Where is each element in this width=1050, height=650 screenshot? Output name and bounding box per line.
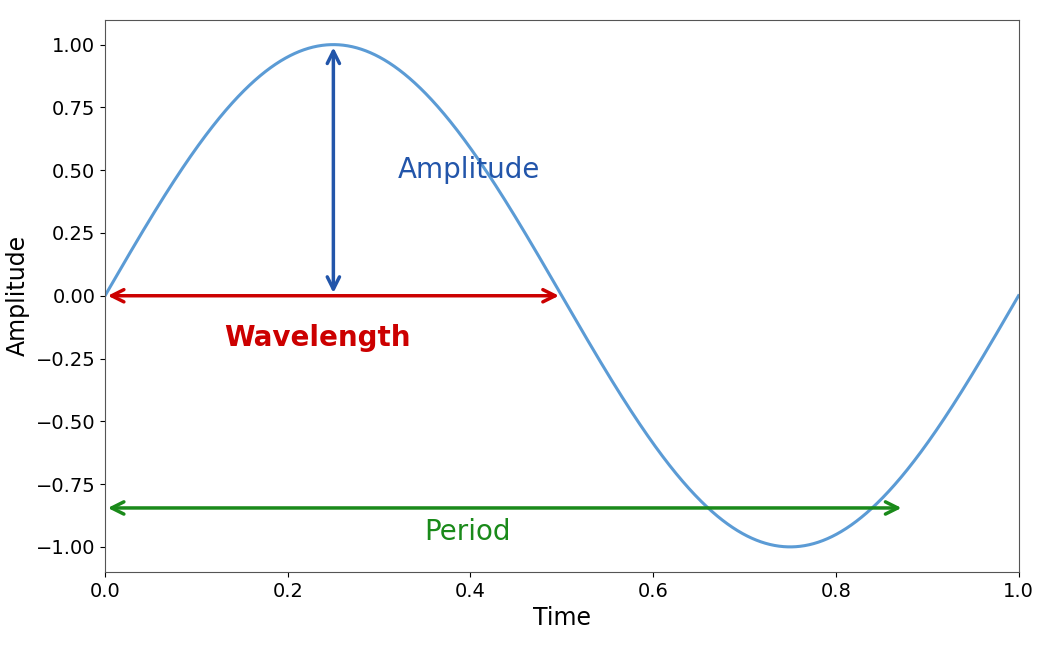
Text: Wavelength: Wavelength <box>224 324 411 352</box>
Text: Amplitude: Amplitude <box>397 156 540 184</box>
Text: Period: Period <box>424 518 511 546</box>
X-axis label: Time: Time <box>532 606 591 630</box>
Y-axis label: Amplitude: Amplitude <box>6 235 30 356</box>
